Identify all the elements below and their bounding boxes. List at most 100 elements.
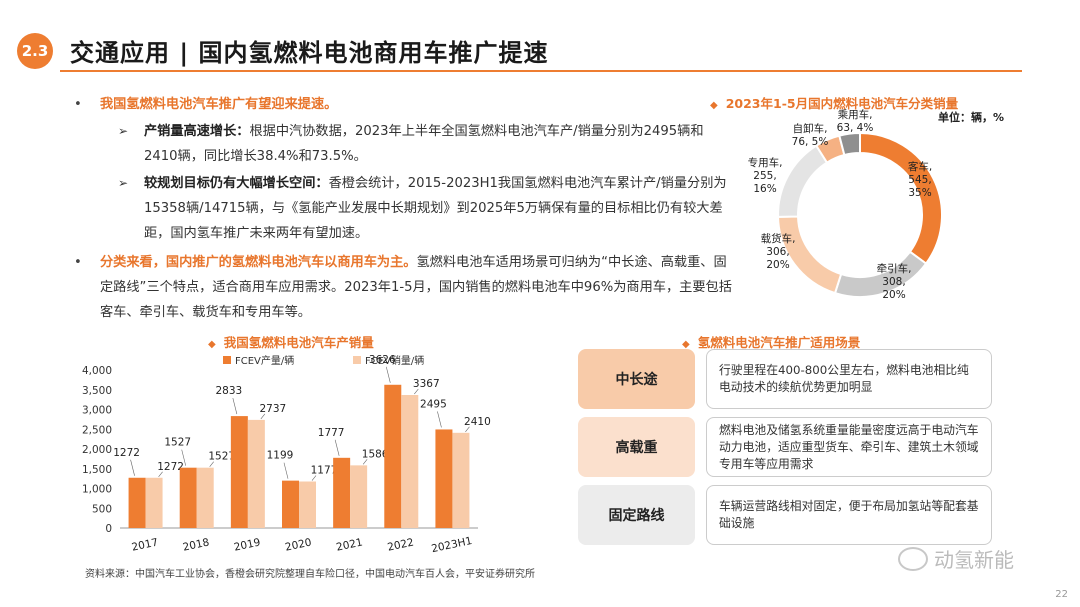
bar-production <box>435 429 453 528</box>
bullet-1: • 我国氢燃料电池汽车推广有望迎来提速。 <box>74 92 734 117</box>
watermark: 动氢新能 <box>898 544 1014 573</box>
pie-label-line: 306, <box>766 246 789 258</box>
y-tick-label: 1,500 <box>82 464 112 476</box>
pie-slice-6 <box>838 131 861 157</box>
pie-label-line: 16% <box>753 183 776 195</box>
pie-label: 载货车, 306, 20% <box>761 232 796 271</box>
scene-description-text: 车辆运营路线相对固定，便于布局加氢站等配套基础设施 <box>719 499 979 530</box>
pie-label-line: 牵引车, <box>877 262 912 275</box>
pie-label-line: 20% <box>766 259 789 271</box>
bullet-2-lead: 分类来看，国内推广的氢燃料电池汽车以商用车为主。 <box>100 255 417 270</box>
leader-line <box>260 413 266 420</box>
pie-label-line: 35% <box>908 187 931 199</box>
bullet-dot: • <box>74 97 82 112</box>
y-tick-label: 2,500 <box>82 424 112 436</box>
pie-label-line: 客车, <box>908 160 932 173</box>
pie-label: 专用车, 255, 16% <box>748 156 783 195</box>
pie-label-line: 63, 4% <box>837 122 874 134</box>
pie-chart-heading: ◆ 2023年1-5月国内燃料电池汽车分类销量 <box>710 93 958 112</box>
diamond-icon: ◆ <box>208 339 216 350</box>
y-tick-label: 500 <box>92 503 112 515</box>
x-tick-label: 2019 <box>233 536 262 553</box>
scene-heading: ◆ 氢燃料电池汽车推广适用场景 <box>682 332 860 351</box>
leader-line <box>130 459 135 476</box>
x-tick-label: 2020 <box>284 536 313 553</box>
x-tick-label: 2017 <box>131 536 160 553</box>
pie-label-line: 自卸车, <box>793 122 828 135</box>
diamond-icon: ◆ <box>682 339 690 350</box>
y-tick-label: 4,000 <box>82 365 112 377</box>
bullet-2: • 分类来看，国内推广的氢燃料电池汽车以商用车为主。氢燃料电池车适用场景可归纳为… <box>74 250 734 325</box>
pie-label-line: 308, <box>882 276 905 288</box>
bullet-2-text: 氢燃料电池车适用场景可归纳为“中长途、高载重、固定路线”三个特点，适合商用车应用… <box>100 255 732 320</box>
pie-label-line: 20% <box>882 289 905 301</box>
bar-sales <box>401 395 419 528</box>
page-number: 22 <box>1055 589 1068 600</box>
y-tick-label: 3,000 <box>82 405 112 417</box>
scene-key: 固定路线 <box>578 485 695 545</box>
scene-description: 燃料电池及储氢系统重量能量密度远高于电动汽车动力电池，适应重型货车、牵引车、建筑… <box>706 417 992 477</box>
source-note: 资料来源：中国汽车工业协会，香橙会研究院整理自车险口径，中国电动汽车百人会，平安… <box>85 569 535 580</box>
scene-description-text: 行驶里程在400-800公里左右，燃料电池相比纯电动技术的续航优势更加明显 <box>719 363 969 394</box>
pie-label-line: 545, <box>908 174 931 186</box>
data-label-production: 3626 <box>369 354 396 366</box>
bar-sales <box>145 477 163 528</box>
leader-line <box>414 388 419 395</box>
bar-sales <box>299 481 316 528</box>
pie-chart: 客车, 545, 35%牵引车, 308, 20%载货车, 306, 20%专用车, 255,… <box>748 108 943 301</box>
leader-line <box>465 426 470 432</box>
bar-chart: FCEV产量/辆 FCEV销量/辆 0 500 1,000 1,500 2,000 2,500… <box>82 354 491 555</box>
data-label-sales: 1586 <box>362 448 389 460</box>
leader-line <box>385 366 391 383</box>
data-label-production: 1272 <box>113 447 140 459</box>
data-label-production: 2833 <box>215 385 242 397</box>
y-tick-label: 3,500 <box>82 385 112 397</box>
data-label-production: 1527 <box>164 437 191 449</box>
x-tick-label: 2023H1 <box>430 535 473 555</box>
watermark-text: 动氢新能 <box>934 548 1014 572</box>
y-tick-label: 1,000 <box>82 484 112 496</box>
bar-sales <box>247 419 265 528</box>
sub-point-2: ➢ 较规划目标仍有大幅增长空间：香橙会统计，2015-2023H1我国氢燃料电池… <box>74 171 734 246</box>
bar-sales <box>196 467 214 528</box>
diamond-icon: ◆ <box>710 100 718 111</box>
scene-key: 高载重 <box>578 417 695 477</box>
pie-label-line: 76, 5% <box>792 136 829 148</box>
wechat-icon <box>898 547 928 571</box>
legend-swatch <box>353 356 361 364</box>
data-label-sales: 1272 <box>157 461 184 473</box>
leader-line <box>362 459 368 465</box>
pie-unit-label: 单位：辆，% <box>938 111 1005 124</box>
scene-row-fixed-route: 固定路线 车辆运营路线相对固定，便于布局加氢站等配套基础设施 <box>578 485 993 545</box>
x-tick-label: 2022 <box>386 536 415 553</box>
data-label-production: 1199 <box>267 450 294 462</box>
leader-line <box>232 398 238 415</box>
scene-row-long-distance: 中长途 行驶里程在400-800公里左右，燃料电池相比纯电动技术的续航优势更加明… <box>578 349 993 409</box>
bullet-dot: • <box>74 255 82 270</box>
bar-chart-title: 我国氢燃料电池汽车产销量 <box>223 335 374 350</box>
title-divider <box>60 70 1022 72</box>
legend-label: FCEV产量/辆 <box>235 354 294 367</box>
bar-production <box>179 467 197 528</box>
y-tick-label: 2,000 <box>82 444 112 456</box>
data-label-sales: 2410 <box>464 416 491 428</box>
pie-label-line: 乘用车, <box>838 108 873 121</box>
bar-sales <box>452 432 470 528</box>
arrow-icon: ➢ <box>118 124 129 138</box>
x-tick-label: 2021 <box>335 536 364 553</box>
bar-production <box>282 480 299 528</box>
page-title: 交通应用 | 国内氢燃料电池商用车推广提速 <box>70 39 549 67</box>
legend-swatch <box>223 356 231 364</box>
scene-title: 氢燃料电池汽车推广适用场景 <box>697 335 861 350</box>
bar-production <box>384 384 402 528</box>
scene-key: 中长途 <box>578 349 695 409</box>
scene-row-heavy-load: 高载重 燃料电池及储氢系统重量能量密度远高于电动汽车动力电池，适应重型货车、牵引… <box>578 417 993 477</box>
y-tick-label: 0 <box>105 523 112 535</box>
bar-sales <box>350 465 368 528</box>
bar-production <box>128 477 146 528</box>
pie-label-line: 载货车, <box>761 232 796 245</box>
sub-point-2-title: 较规划目标仍有大幅增长空间： <box>144 176 329 191</box>
sub-point-1: ➢ 产销量高速增长：根据中汽协数据，2023年上半年全国氢燃料电池汽车产/销量分… <box>74 119 734 169</box>
sub-point-1-text: 根据中汽协数据，2023年上半年全国氢燃料电池汽车产/销量分别为2495辆和24… <box>144 124 704 164</box>
arrow-icon: ➢ <box>118 176 129 190</box>
